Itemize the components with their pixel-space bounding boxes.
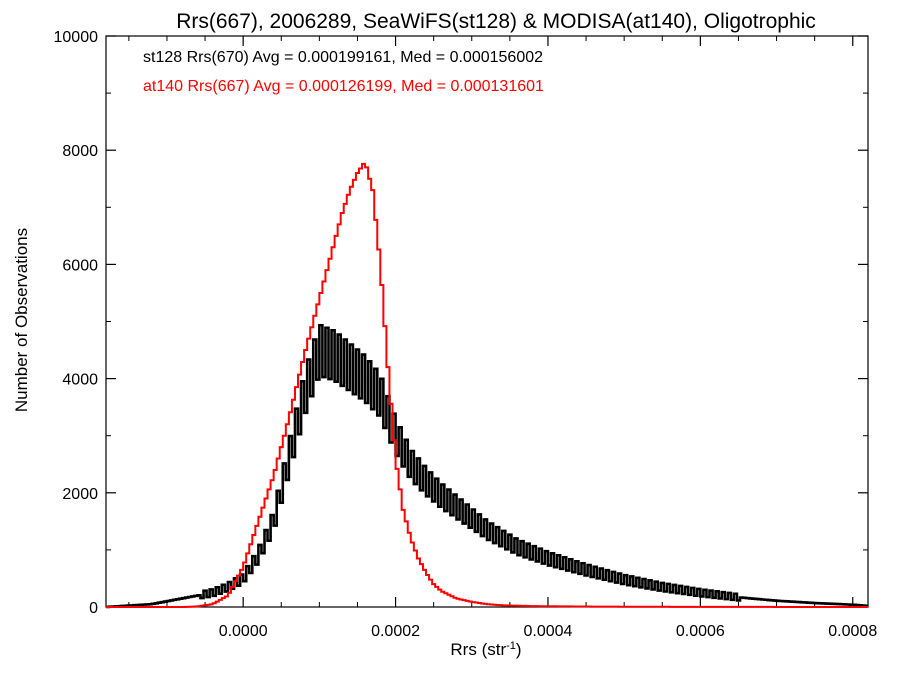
series-group: [106, 162, 868, 609]
legend-entry-at140: at140 Rrs(667) Avg = 0.000126199, Med = …: [143, 78, 544, 95]
y-axis-title: Number of Observations: [12, 228, 31, 412]
series-line-0: [106, 323, 868, 609]
series-line-1: [106, 162, 868, 608]
y-tick-label: 6000: [62, 257, 98, 274]
x-axis-title-base: Rrs (str: [450, 640, 506, 659]
y-tick-label: 8000: [62, 143, 98, 160]
chart-title: Rrs(667), 2006289, SeaWiFS(st128) & MODI…: [176, 10, 816, 33]
x-axis-title-close: ): [516, 640, 522, 659]
x-tick-label: 0.0008: [828, 623, 877, 640]
y-tick-label: 4000: [62, 372, 98, 389]
x-tick-label: 0.0000: [219, 623, 268, 640]
x-tick-label: 0.0004: [523, 623, 572, 640]
y-tick-label: 10000: [54, 29, 99, 46]
y-axis: 0 2000 4000 6000 8000 10000: [54, 29, 868, 617]
legend-entry-st128: st128 Rrs(670) Avg = 0.000199161, Med = …: [143, 49, 543, 66]
y-tick-label: 0: [89, 600, 98, 617]
x-tick-label: 0.0006: [676, 623, 725, 640]
y-tick-label: 2000: [62, 486, 98, 503]
x-axis: 0.0000 0.0002 0.0004 0.0006 0.0008: [128, 36, 877, 640]
x-axis-title: Rrs (str-1): [450, 640, 521, 659]
x-tick-label: 0.0002: [371, 623, 420, 640]
x-axis-title-superscript: -1: [506, 640, 516, 652]
